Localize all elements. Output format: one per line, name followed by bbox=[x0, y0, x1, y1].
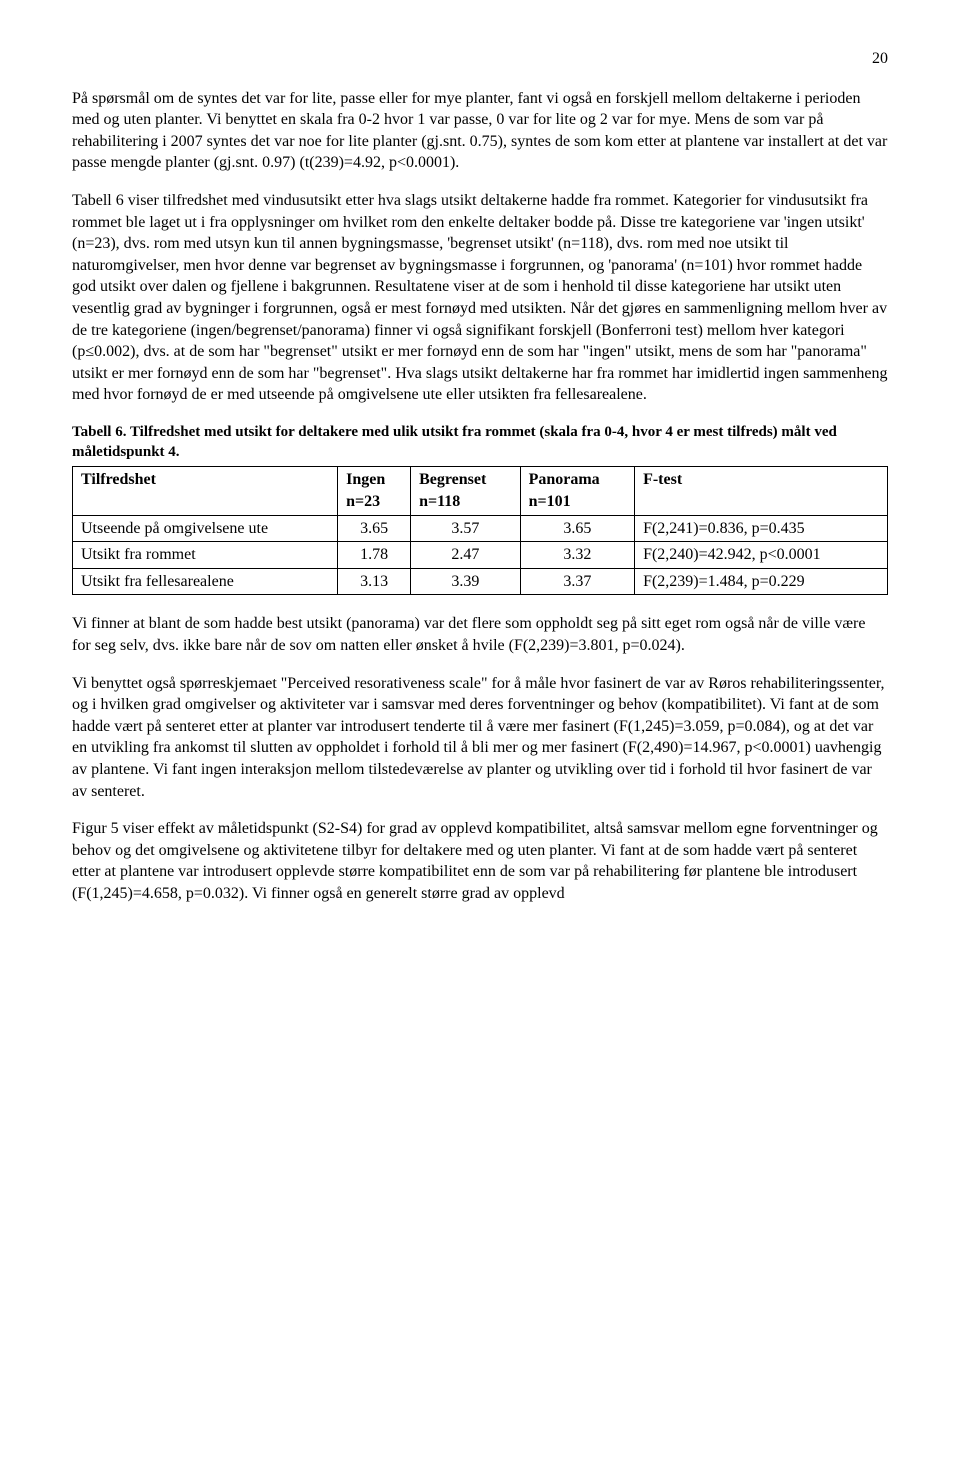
paragraph-5: Figur 5 viser effekt av måletidspunkt (S… bbox=[72, 818, 888, 904]
col-header-begrenset-n: n=118 bbox=[419, 493, 460, 510]
table-row: Utseende på omgivelsene ute 3.65 3.57 3.… bbox=[73, 515, 888, 542]
row1-f: F(2,240)=42.942, p<0.0001 bbox=[635, 542, 888, 569]
row2-label: Utsikt fra fellesarealene bbox=[73, 568, 338, 595]
paragraph-3: Vi finner at blant de som hadde best uts… bbox=[72, 613, 888, 656]
paragraph-4: Vi benyttet også spørreskjemaet "Perceiv… bbox=[72, 673, 888, 803]
table-row: Utsikt fra rommet 1.78 2.47 3.32 F(2,240… bbox=[73, 542, 888, 569]
page-number: 20 bbox=[72, 48, 888, 70]
row1-v2: 2.47 bbox=[411, 542, 520, 569]
row1-v3: 3.32 bbox=[520, 542, 635, 569]
row1-v1: 1.78 bbox=[338, 542, 411, 569]
paragraph-1: På spørsmål om de syntes det var for lit… bbox=[72, 88, 888, 174]
table-row: Utsikt fra fellesarealene 3.13 3.39 3.37… bbox=[73, 568, 888, 595]
col-header-panorama: Panorama n=101 bbox=[520, 467, 635, 515]
row0-v2: 3.57 bbox=[411, 515, 520, 542]
row2-f: F(2,239)=1.484, p=0.229 bbox=[635, 568, 888, 595]
col-header-tilfredshet: Tilfredshet bbox=[73, 467, 338, 515]
row2-v3: 3.37 bbox=[520, 568, 635, 595]
row1-label: Utsikt fra rommet bbox=[73, 542, 338, 569]
col-header-panorama-n: n=101 bbox=[529, 493, 571, 510]
table-header-row: Tilfredshet Ingen n=23 Begrenset n=118 P… bbox=[73, 467, 888, 515]
row0-f: F(2,241)=0.836, p=0.435 bbox=[635, 515, 888, 542]
table6: Tilfredshet Ingen n=23 Begrenset n=118 P… bbox=[72, 466, 888, 595]
col-header-begrenset-label: Begrenset bbox=[419, 471, 486, 488]
col-header-ingen: Ingen n=23 bbox=[338, 467, 411, 515]
row0-v3: 3.65 bbox=[520, 515, 635, 542]
row0-label: Utseende på omgivelsene ute bbox=[73, 515, 338, 542]
row0-v1: 3.65 bbox=[338, 515, 411, 542]
col-header-ingen-n: n=23 bbox=[346, 493, 380, 510]
table6-caption: Tabell 6. Tilfredshet med utsikt for del… bbox=[72, 422, 888, 463]
col-header-ingen-label: Ingen bbox=[346, 471, 385, 488]
col-header-ftest: F-test bbox=[635, 467, 888, 515]
col-header-begrenset: Begrenset n=118 bbox=[411, 467, 520, 515]
paragraph-2: Tabell 6 viser tilfredshet med vindusuts… bbox=[72, 190, 888, 406]
row2-v1: 3.13 bbox=[338, 568, 411, 595]
row2-v2: 3.39 bbox=[411, 568, 520, 595]
col-header-panorama-label: Panorama bbox=[529, 471, 600, 488]
